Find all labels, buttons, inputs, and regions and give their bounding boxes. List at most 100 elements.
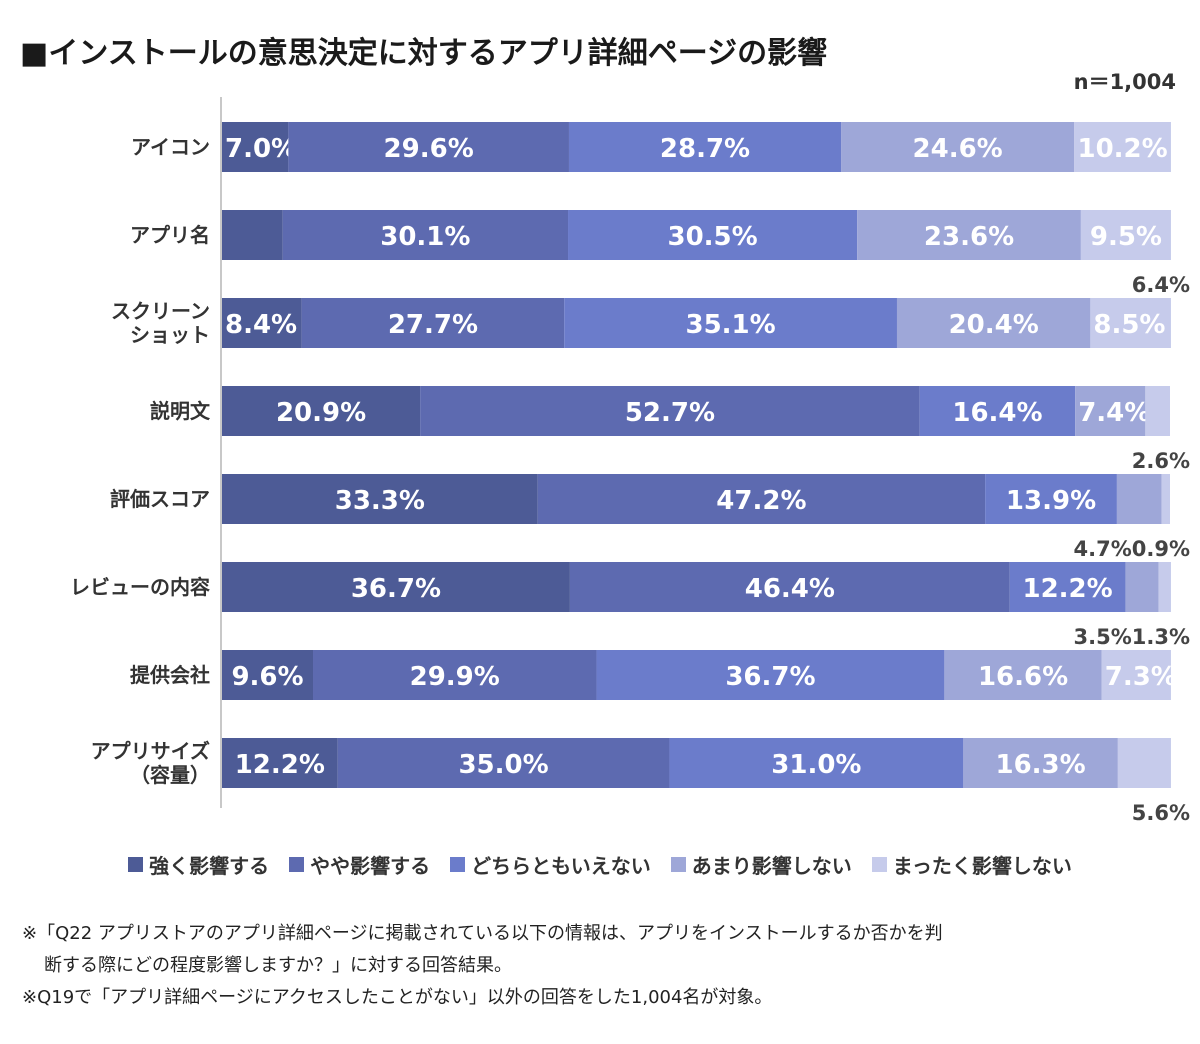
stacked-bar-chart: アイコン 7.0% 29.6% 28.7% 24.6% 10.2% アプリ名 30.1% 30.…: [70, 97, 1190, 825]
bar-segment: [669, 738, 964, 788]
bar-segment: [282, 210, 569, 260]
bar-segment: [222, 386, 421, 436]
category-label-line: ショット: [130, 323, 210, 347]
category-label: 提供会社: [130, 663, 210, 687]
bar-segment: [1101, 650, 1171, 700]
legend-swatch: [871, 857, 887, 872]
data-label: 8.5%: [1093, 310, 1165, 340]
data-label: 7.3%: [1105, 662, 1177, 692]
bar-segment: [222, 122, 289, 172]
data-label: 36.7%: [351, 574, 441, 604]
bar-segment: [985, 474, 1117, 524]
data-label: 31.0%: [771, 750, 861, 780]
legend-label: あまり影響しない: [691, 854, 852, 878]
bar-segment: [1158, 562, 1171, 612]
data-label: 5.6%: [1132, 801, 1190, 825]
bar-segment: [1161, 474, 1170, 524]
bar-segment: [420, 386, 920, 436]
legend-label: 強く影響する: [149, 854, 270, 878]
bar-segment: [222, 210, 283, 260]
data-label: 23.6%: [924, 222, 1014, 252]
footnote-line: ※Q19で「アプリ詳細ページにアクセスしたことがない」以外の回答をした1,004…: [22, 987, 773, 1008]
data-label: 30.1%: [380, 222, 470, 252]
legend-swatch: [450, 857, 466, 872]
data-label: 16.6%: [978, 662, 1068, 692]
data-label: 29.6%: [384, 134, 474, 164]
bar-segment: [919, 386, 1076, 436]
data-label: 16.4%: [952, 398, 1042, 428]
footnote-line: ※「Q22 アプリストアのアプリ詳細ページに掲載されている以下の情報は、アプリを…: [22, 923, 943, 944]
bar-segment: [857, 210, 1081, 260]
category-label-line: アプリ名: [130, 223, 210, 247]
legend-swatch: [670, 857, 686, 872]
legend-item: まったく影響しない: [871, 850, 1072, 879]
legend-item: どちらともいえない: [450, 850, 651, 879]
legend-swatch: [289, 857, 305, 872]
category-label-line: 評価スコア: [110, 487, 210, 511]
bar-segment: [222, 474, 538, 524]
data-label: 12.2%: [1023, 574, 1113, 604]
data-label: 29.9%: [410, 662, 500, 692]
category-label-line: レビューの内容: [70, 575, 210, 599]
data-label: 2.6%: [1132, 449, 1190, 473]
data-label: 4.7%0.9%: [1074, 537, 1190, 561]
bar-segment: [963, 738, 1118, 788]
data-label: 20.4%: [949, 310, 1039, 340]
data-label: 47.2%: [716, 486, 806, 516]
category-label: 説明文: [150, 399, 211, 423]
data-label: 3.5%1.3%: [1074, 625, 1190, 649]
bar-segment: [537, 474, 986, 524]
bar-segment: [288, 122, 569, 172]
bar-segment: [896, 298, 1091, 348]
bar-segment: [222, 650, 314, 700]
data-label: 9.6%: [231, 662, 303, 692]
data-label: 12.2%: [235, 750, 325, 780]
legend-swatch: [128, 857, 144, 872]
category-label: レビューの内容: [70, 575, 210, 599]
footnotes: ※「Q22 アプリストアのアプリ詳細ページに掲載されている以下の情報は、アプリを…: [22, 918, 943, 1014]
bar-segment: [596, 650, 945, 700]
data-label: 8.4%: [225, 310, 297, 340]
footnote-line: 断する際にどの程度影響しますか？」に対する回答結果。: [44, 955, 512, 976]
bar-segment: [1009, 562, 1126, 612]
data-label: 30.5%: [667, 222, 757, 252]
data-label: 13.9%: [1006, 486, 1096, 516]
bar-segment: [569, 562, 1010, 612]
data-label: 35.1%: [686, 310, 776, 340]
data-label: 10.2%: [1077, 134, 1167, 164]
data-label: 36.7%: [725, 662, 815, 692]
category-label-line: アプリサイズ: [91, 739, 210, 763]
legend-item: あまり影響しない: [670, 850, 852, 879]
chart-title: ■インストールの意思決定に対するアプリ詳細ページの影響: [20, 36, 828, 71]
data-label: 24.6%: [913, 134, 1003, 164]
legend-item: 強く影響する: [128, 850, 269, 879]
data-label: 16.3%: [995, 750, 1085, 780]
bar-segment: [337, 738, 670, 788]
data-label: 27.7%: [388, 310, 478, 340]
bar-segment: [1116, 474, 1162, 524]
category-label-line: スクリーン: [111, 299, 210, 323]
bar-segment: [1075, 386, 1146, 436]
data-label: 28.7%: [660, 134, 750, 164]
data-label: 46.4%: [745, 574, 835, 604]
data-label: 20.9%: [276, 398, 366, 428]
data-label: 35.0%: [458, 750, 548, 780]
bar-segment: [1090, 298, 1171, 348]
category-label: アイコン: [131, 135, 210, 159]
bar-segment: [1117, 738, 1171, 788]
data-label: 7.4%: [1078, 398, 1150, 428]
data-label: 7.0%: [225, 134, 297, 164]
category-label: スクリーンショット: [111, 299, 210, 347]
bar-segment: [568, 122, 842, 172]
legend-label: やや影響する: [310, 854, 431, 878]
category-label-line: アイコン: [131, 135, 210, 159]
bar-segment: [222, 562, 570, 612]
category-label-line: （容量）: [130, 763, 210, 787]
bar-segment: [1125, 562, 1159, 612]
bar-segment: [222, 298, 302, 348]
legend: 強く影響する やや影響する どちらともいえない あまり影響しない まったく影響し…: [0, 850, 1200, 879]
legend-item: やや影響する: [289, 850, 430, 879]
bar-segment: [944, 650, 1102, 700]
sample-size: n＝1,004: [1073, 70, 1176, 94]
bar-segment: [1145, 386, 1170, 436]
